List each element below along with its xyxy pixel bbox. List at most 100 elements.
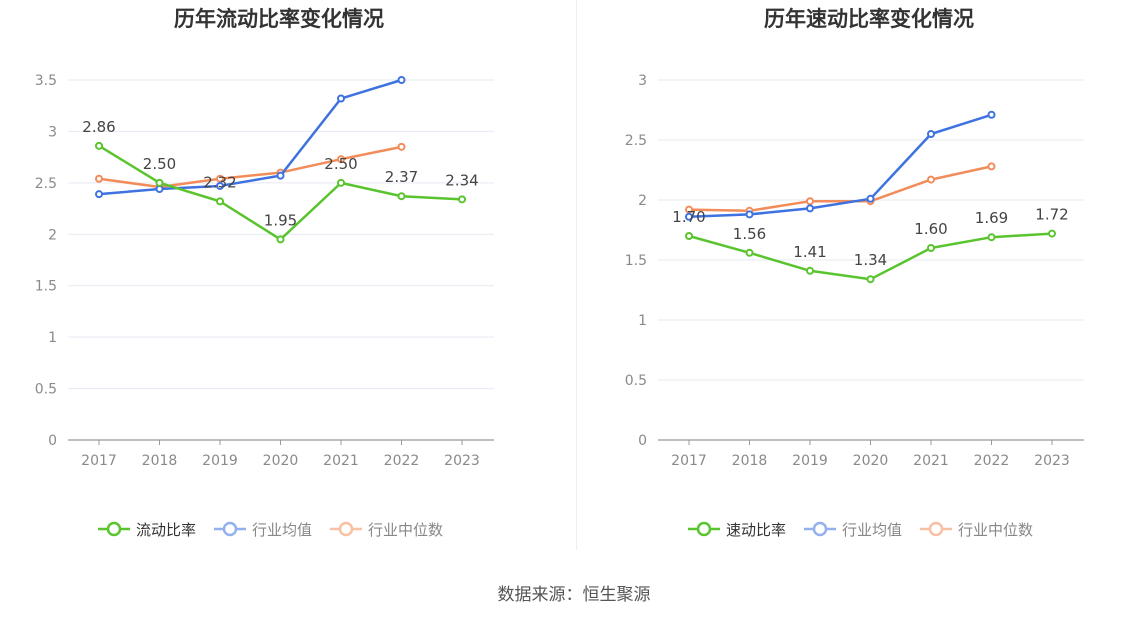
data-point[interactable] <box>337 155 345 164</box>
x-tick-label: 2018 <box>142 453 178 469</box>
data-point[interactable] <box>1048 229 1056 238</box>
y-tick-label: 2.5 <box>35 176 57 192</box>
chart-title: 历年流动比率变化情况 <box>174 7 384 31</box>
data-point[interactable] <box>155 185 164 194</box>
data-point[interactable] <box>95 174 103 183</box>
legend-item-2[interactable]: 行业中位数 <box>920 521 1033 539</box>
chart-title: 历年速动比率变化情况 <box>764 7 974 31</box>
y-tick-label: 1.5 <box>35 279 57 295</box>
data-point[interactable] <box>276 235 285 244</box>
y-tick-label: 2 <box>48 227 57 243</box>
legend-label: 行业均值 <box>252 521 312 539</box>
data-point[interactable] <box>927 130 935 138</box>
data-point[interactable] <box>216 181 224 190</box>
x-tick-label: 2020 <box>853 453 889 469</box>
data-point[interactable] <box>927 175 935 184</box>
data-point[interactable] <box>95 141 103 150</box>
data-point[interactable] <box>685 212 693 221</box>
legend-item-1[interactable]: 行业均值 <box>804 521 902 539</box>
legend-item-1[interactable]: 行业均值 <box>214 521 312 539</box>
data-label: 1.72 <box>1035 206 1068 224</box>
chart-panel-current-ratio: 历年流动比率变化情况 0 0.5 1 1.5 2 2.5 3 3.5 2017 2018 2019 20… <box>0 0 576 560</box>
x-tick-label: 2023 <box>1034 453 1070 469</box>
x-tick-label: 2019 <box>792 453 828 469</box>
data-point[interactable] <box>397 76 406 84</box>
chart-panel-quick-ratio: 历年速动比率变化情况 0 0.5 1 1.5 2 2.5 3 2017 2018 2019 2020 2… <box>577 0 1148 560</box>
legend-marker <box>928 521 944 537</box>
data-point[interactable] <box>216 174 224 183</box>
x-tick-label: 2017 <box>81 453 117 469</box>
chart-current-ratio: 历年流动比率变化情况 0 0.5 1 1.5 2 2.5 3 3.5 2017 2018 2019 20… <box>35 7 494 539</box>
legend-marker <box>812 521 828 537</box>
data-point[interactable] <box>397 142 406 151</box>
series-line-1 <box>688 113 992 219</box>
legend-marker <box>222 521 238 537</box>
legend-item-0[interactable]: 速动比率 <box>688 521 786 539</box>
legend-item-0[interactable]: 流动比率 <box>98 521 196 539</box>
y-tick-label: 3 <box>638 73 647 89</box>
data-point[interactable] <box>276 171 285 180</box>
data-point[interactable] <box>745 248 754 257</box>
data-point[interactable] <box>337 94 345 103</box>
data-label: 1.70 <box>672 208 705 226</box>
data-point[interactable] <box>216 197 224 206</box>
x-tick-label: 2019 <box>202 453 238 469</box>
data-point[interactable] <box>458 195 466 204</box>
y-tick-label: 0 <box>48 433 57 449</box>
data-point[interactable] <box>987 162 996 171</box>
legend-label: 行业中位数 <box>958 521 1033 539</box>
data-point[interactable] <box>806 204 814 213</box>
x-tick-label: 2021 <box>913 453 949 469</box>
legend-marker <box>338 521 354 537</box>
legend-marker <box>106 521 122 537</box>
data-point[interactable] <box>866 194 875 203</box>
data-point[interactable] <box>397 192 406 201</box>
data-point[interactable] <box>987 233 996 242</box>
data-label: 2.32 <box>203 173 236 191</box>
data-point[interactable] <box>927 244 935 252</box>
data-point[interactable] <box>685 205 693 214</box>
y-tick-label: 0.5 <box>35 382 57 398</box>
y-tick-label: 1.5 <box>625 253 647 269</box>
y-tick-label: 0.5 <box>625 373 647 389</box>
x-tick-label: 2021 <box>323 453 359 469</box>
y-tick-label: 3 <box>48 124 57 140</box>
data-label: 2.34 <box>445 171 478 189</box>
y-tick-label: 1 <box>48 330 57 346</box>
x-tick-label: 2017 <box>671 453 707 469</box>
data-source-note: 数据来源：恒生聚源 <box>497 585 651 605</box>
chart-quick-ratio: 历年速动比率变化情况 0 0.5 1 1.5 2 2.5 3 2017 2018 2019 2020 2… <box>625 7 1084 539</box>
data-point[interactable] <box>987 110 996 119</box>
legend-label: 行业均值 <box>842 521 902 539</box>
data-label: 1.56 <box>733 225 766 243</box>
x-tick-label: 2022 <box>384 453 420 469</box>
data-point[interactable] <box>745 210 754 219</box>
series-line-2 <box>98 145 402 189</box>
y-tick-label: 3.5 <box>35 73 57 89</box>
legend-label: 流动比率 <box>136 521 196 539</box>
legend-label: 行业中位数 <box>368 521 443 539</box>
y-tick-label: 0 <box>638 433 647 449</box>
data-label: 2.50 <box>143 155 176 173</box>
data-point[interactable] <box>866 275 875 284</box>
y-tick-label: 2.5 <box>625 133 647 149</box>
data-point[interactable] <box>806 266 814 275</box>
data-label: 1.34 <box>854 251 887 269</box>
data-label: 2.86 <box>82 118 115 136</box>
data-label: 1.41 <box>793 243 826 261</box>
y-tick-label: 1 <box>638 313 647 329</box>
x-tick-label: 2023 <box>444 453 480 469</box>
legend-marker <box>696 521 712 537</box>
data-label: 2.50 <box>324 155 357 173</box>
legend-item-2[interactable]: 行业中位数 <box>330 521 443 539</box>
data-label: 1.60 <box>914 220 947 238</box>
data-point[interactable] <box>155 178 164 187</box>
data-point[interactable] <box>806 197 814 206</box>
x-tick-label: 2022 <box>974 453 1010 469</box>
series-line-1 <box>98 78 402 196</box>
data-point[interactable] <box>95 190 103 199</box>
data-point[interactable] <box>337 178 345 187</box>
data-label: 1.95 <box>264 211 297 229</box>
data-point[interactable] <box>685 232 693 240</box>
x-tick-label: 2020 <box>263 453 299 469</box>
